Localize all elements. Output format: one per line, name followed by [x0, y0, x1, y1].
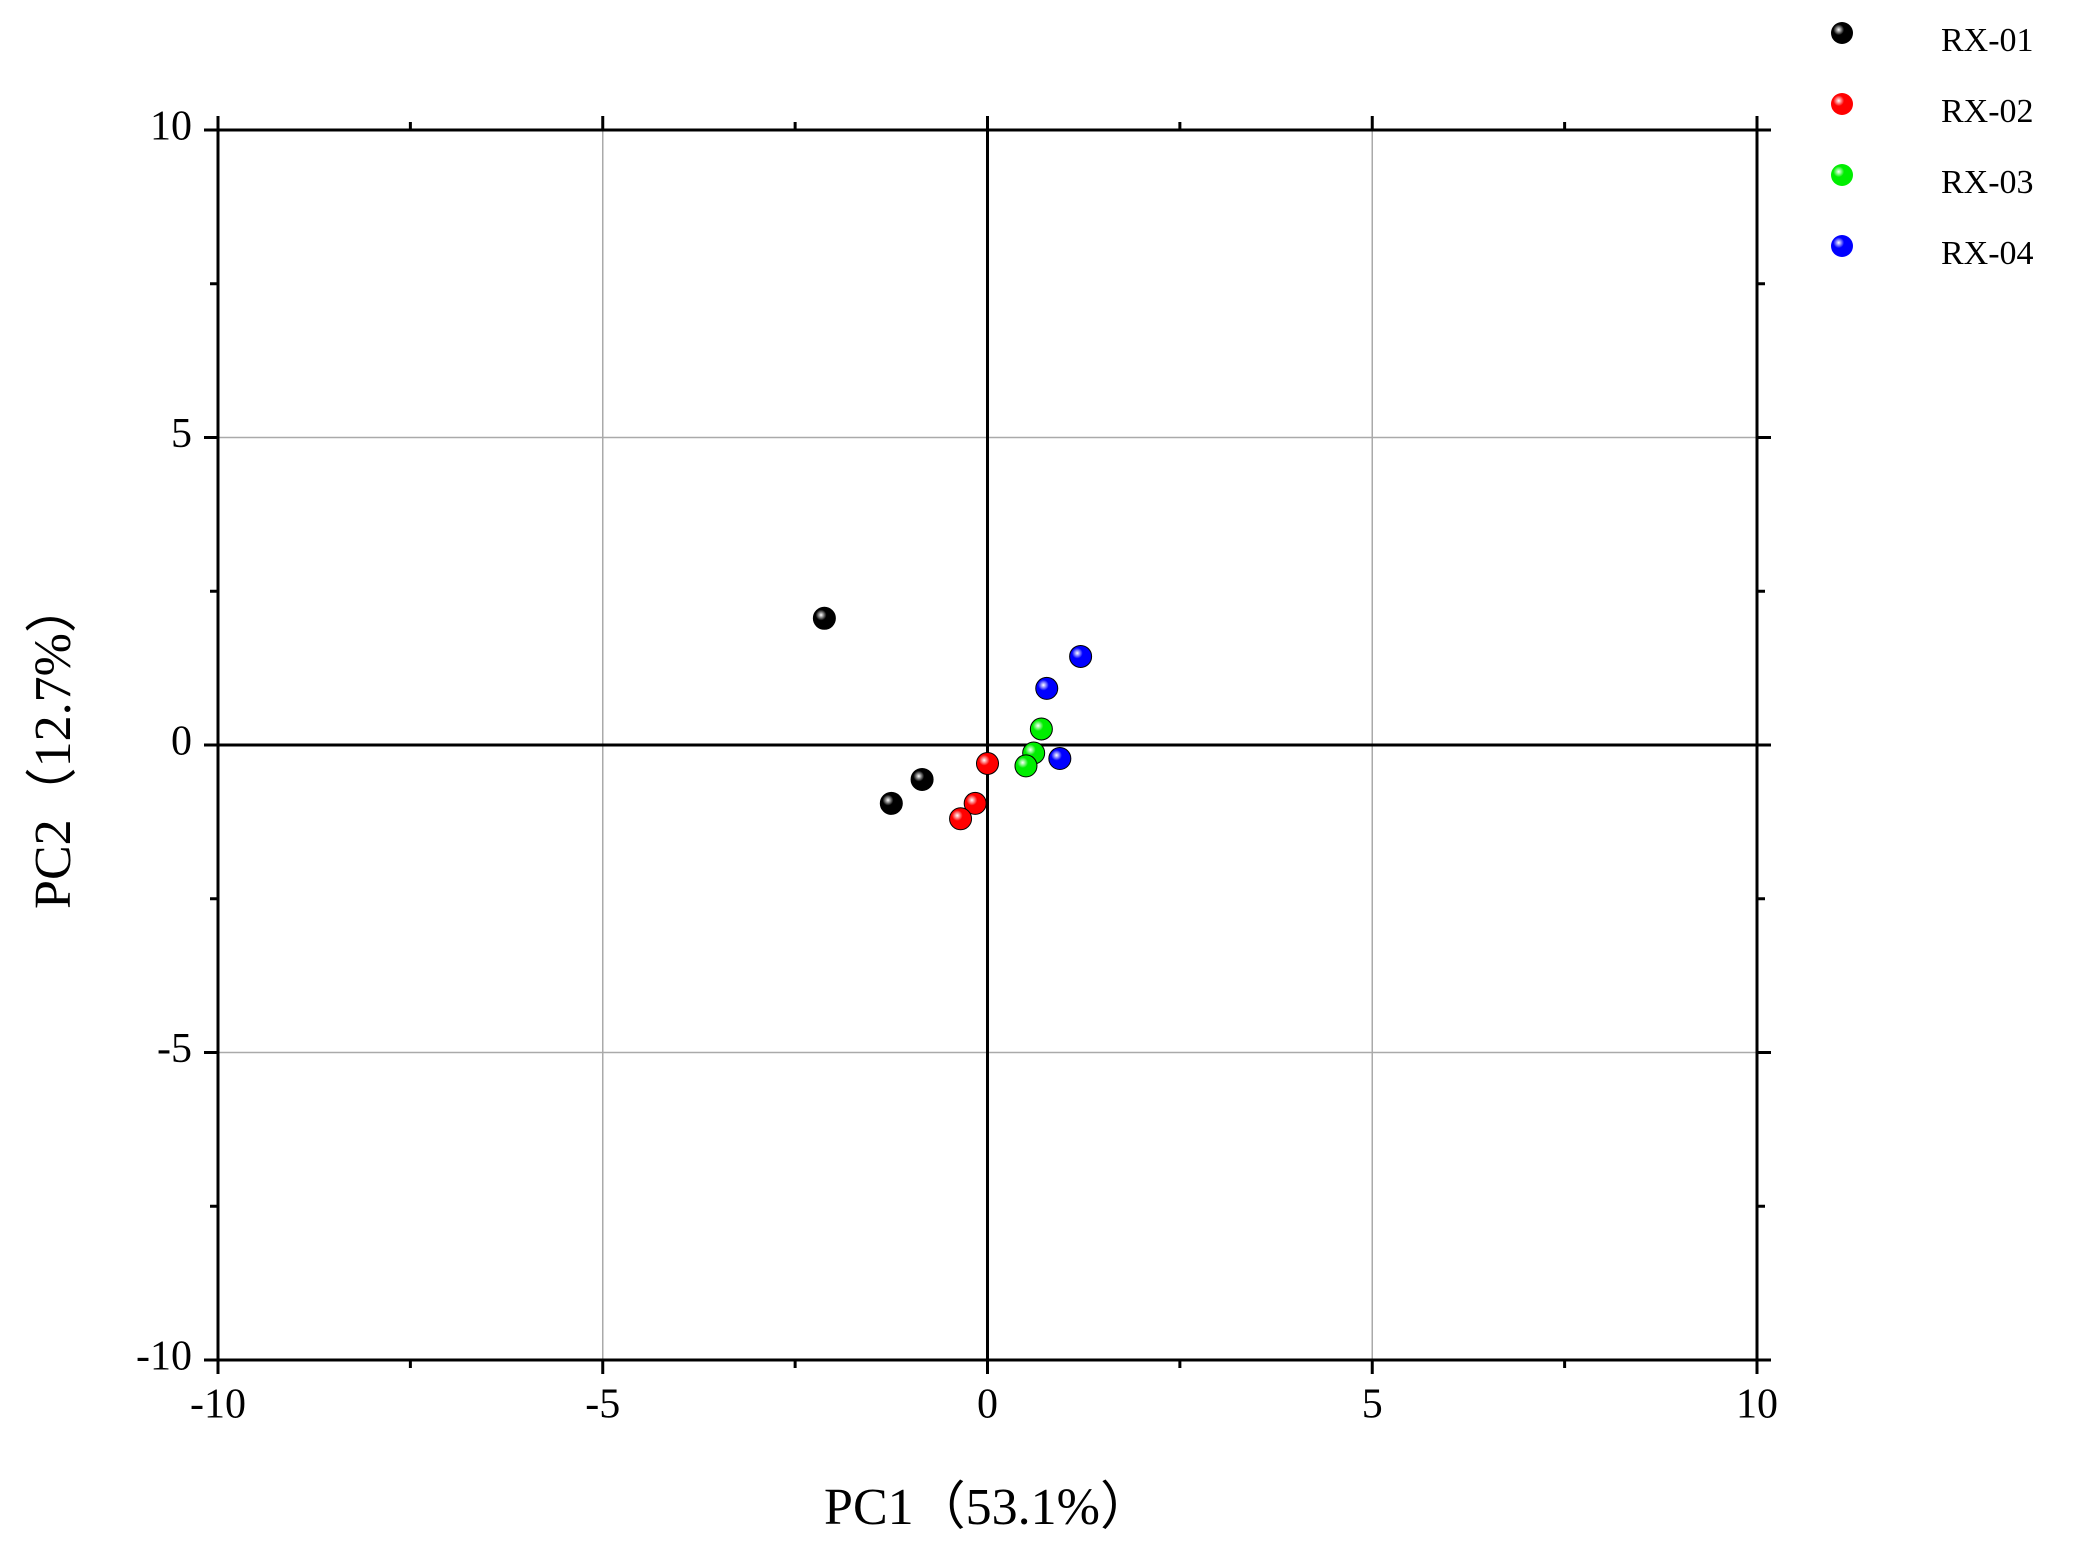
- point: [1029, 717, 1053, 741]
- legend-marker: [1831, 93, 1853, 115]
- y-tick-label: -5: [157, 1026, 192, 1072]
- point: [910, 767, 934, 791]
- point: [1069, 644, 1093, 668]
- legend-label: RX-04: [1941, 235, 2034, 272]
- point: [812, 606, 836, 630]
- point: [976, 751, 999, 775]
- legend-label: RX-03: [1941, 164, 2034, 201]
- legend-label: RX-02: [1941, 93, 2034, 130]
- legend-marker: [1831, 164, 1853, 186]
- y-tick-label: 0: [171, 719, 192, 765]
- x-axis-title: PC1（53.1%）: [824, 1479, 1152, 1536]
- y-axis-title: PC2（12.7%）: [25, 581, 82, 909]
- x-tick-label: -10: [190, 1382, 246, 1428]
- point: [1035, 676, 1059, 700]
- point: [949, 807, 973, 831]
- x-tick-label: 0: [977, 1382, 998, 1428]
- y-tick-label: 10: [150, 104, 192, 150]
- legend-marker: [1831, 235, 1853, 257]
- y-tick-label: 5: [171, 411, 192, 457]
- x-tick-label: 10: [1736, 1382, 1778, 1428]
- legend-label: RX-01: [1941, 22, 2034, 59]
- legend-marker: [1831, 22, 1853, 44]
- point: [1014, 754, 1038, 778]
- point: [1048, 747, 1072, 771]
- y-tick-label: -10: [136, 1334, 192, 1380]
- point: [963, 791, 987, 815]
- x-tick-label: -5: [585, 1382, 620, 1428]
- x-tick-label: 5: [1362, 1382, 1383, 1428]
- point: [879, 791, 903, 815]
